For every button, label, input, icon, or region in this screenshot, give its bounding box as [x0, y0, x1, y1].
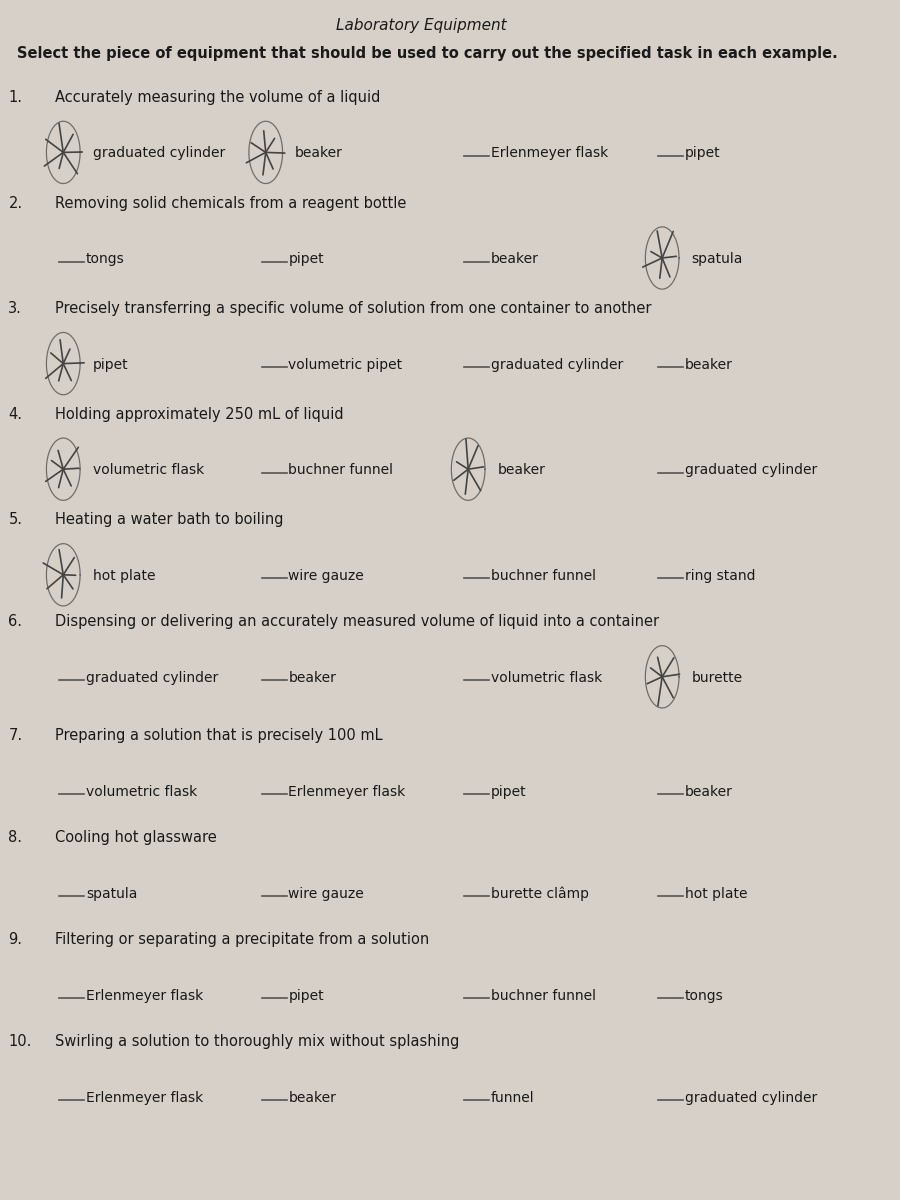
- Text: 6.: 6.: [8, 614, 22, 629]
- Text: burette clâmp: burette clâmp: [491, 887, 589, 901]
- Text: Cooling hot glassware: Cooling hot glassware: [55, 830, 217, 845]
- Text: wire gauze: wire gauze: [289, 569, 365, 583]
- Text: beaker: beaker: [289, 671, 337, 685]
- Text: 7.: 7.: [8, 728, 22, 743]
- Text: tongs: tongs: [86, 252, 125, 266]
- Text: burette: burette: [692, 671, 742, 685]
- Text: 10.: 10.: [8, 1034, 32, 1049]
- Text: Removing solid chemicals from a reagent bottle: Removing solid chemicals from a reagent …: [55, 196, 406, 210]
- Text: 4.: 4.: [8, 407, 22, 421]
- Text: buchner funnel: buchner funnel: [491, 989, 596, 1003]
- Text: graduated cylinder: graduated cylinder: [685, 1091, 817, 1105]
- Text: funnel: funnel: [491, 1091, 535, 1105]
- Text: 8.: 8.: [8, 830, 22, 845]
- Text: Erlenmeyer flask: Erlenmeyer flask: [491, 146, 608, 161]
- Text: volumetric flask: volumetric flask: [86, 785, 197, 799]
- Text: graduated cylinder: graduated cylinder: [86, 671, 219, 685]
- Text: graduated cylinder: graduated cylinder: [93, 146, 225, 161]
- Text: buchner funnel: buchner funnel: [491, 569, 596, 583]
- Text: Select the piece of equipment that should be used to carry out the specified tas: Select the piece of equipment that shoul…: [17, 46, 838, 61]
- Text: Heating a water bath to boiling: Heating a water bath to boiling: [55, 512, 284, 527]
- Text: beaker: beaker: [295, 146, 343, 161]
- Text: Holding approximately 250 mL of liquid: Holding approximately 250 mL of liquid: [55, 407, 344, 421]
- Text: hot plate: hot plate: [93, 569, 156, 583]
- Text: Erlenmeyer flask: Erlenmeyer flask: [86, 989, 203, 1003]
- Text: volumetric pipet: volumetric pipet: [289, 358, 402, 372]
- Text: buchner funnel: buchner funnel: [289, 463, 393, 478]
- Text: pipet: pipet: [491, 785, 526, 799]
- Text: pipet: pipet: [685, 146, 721, 161]
- Text: beaker: beaker: [498, 463, 545, 478]
- Text: beaker: beaker: [685, 785, 733, 799]
- Text: volumetric flask: volumetric flask: [93, 463, 204, 478]
- Text: ring stand: ring stand: [685, 569, 755, 583]
- Text: Erlenmeyer flask: Erlenmeyer flask: [289, 785, 406, 799]
- Text: graduated cylinder: graduated cylinder: [491, 358, 623, 372]
- Text: Dispensing or delivering an accurately measured volume of liquid into a containe: Dispensing or delivering an accurately m…: [55, 614, 659, 629]
- Text: tongs: tongs: [685, 989, 724, 1003]
- Text: graduated cylinder: graduated cylinder: [685, 463, 817, 478]
- Text: pipet: pipet: [289, 252, 324, 266]
- Text: Filtering or separating a precipitate from a solution: Filtering or separating a precipitate fr…: [55, 932, 429, 947]
- Text: pipet: pipet: [289, 989, 324, 1003]
- Text: Accurately measuring the volume of a liquid: Accurately measuring the volume of a liq…: [55, 90, 380, 104]
- Text: Laboratory Equipment: Laboratory Equipment: [337, 18, 507, 32]
- Text: 9.: 9.: [8, 932, 22, 947]
- Text: beaker: beaker: [289, 1091, 337, 1105]
- Text: 2.: 2.: [8, 196, 22, 210]
- Text: 1.: 1.: [8, 90, 22, 104]
- Text: Precisely transferring a specific volume of solution from one container to anoth: Precisely transferring a specific volume…: [55, 301, 652, 316]
- Text: spatula: spatula: [86, 887, 138, 901]
- Text: beaker: beaker: [491, 252, 539, 266]
- Text: Preparing a solution that is precisely 100 mL: Preparing a solution that is precisely 1…: [55, 728, 382, 743]
- Text: Swirling a solution to thoroughly mix without splashing: Swirling a solution to thoroughly mix wi…: [55, 1034, 459, 1049]
- Text: beaker: beaker: [685, 358, 733, 372]
- Text: Erlenmeyer flask: Erlenmeyer flask: [86, 1091, 203, 1105]
- Text: wire gauze: wire gauze: [289, 887, 365, 901]
- Text: hot plate: hot plate: [685, 887, 748, 901]
- Text: 3.: 3.: [8, 301, 22, 316]
- Text: pipet: pipet: [93, 358, 129, 372]
- Text: spatula: spatula: [692, 252, 743, 266]
- Text: volumetric flask: volumetric flask: [491, 671, 602, 685]
- Text: 5.: 5.: [8, 512, 22, 527]
